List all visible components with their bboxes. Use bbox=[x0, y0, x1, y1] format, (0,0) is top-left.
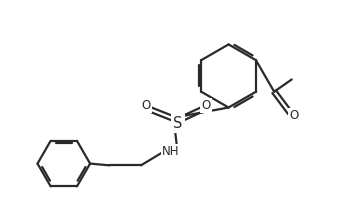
Text: O: O bbox=[142, 99, 151, 112]
Text: NH: NH bbox=[162, 145, 180, 158]
Text: O: O bbox=[201, 99, 210, 112]
Text: O: O bbox=[290, 109, 299, 122]
Text: S: S bbox=[173, 116, 182, 131]
